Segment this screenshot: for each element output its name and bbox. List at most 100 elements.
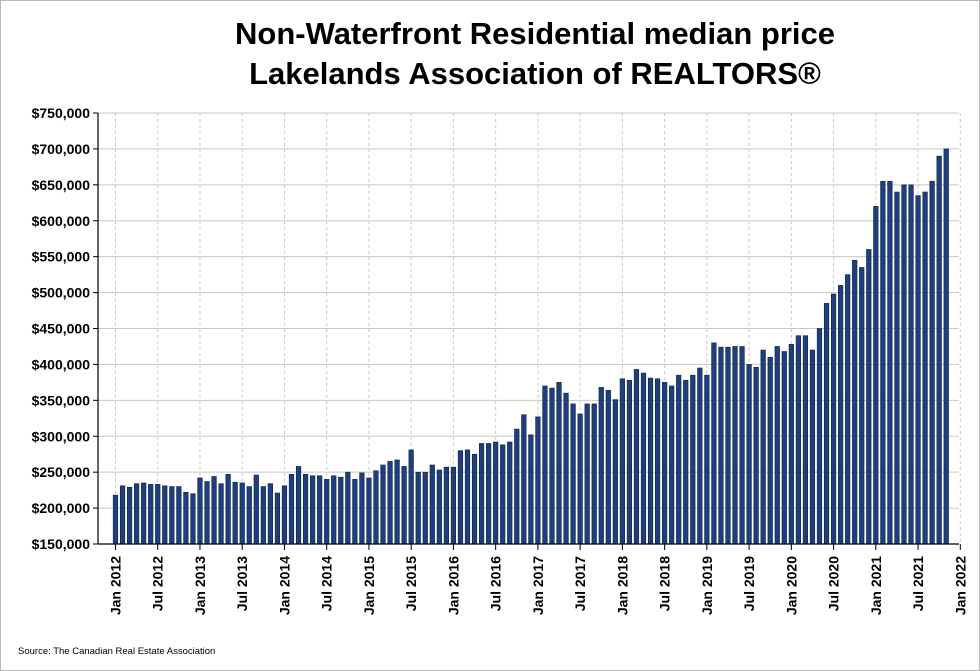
bar (317, 475, 323, 545)
bar (450, 466, 457, 545)
bar (732, 346, 738, 545)
bar (134, 483, 140, 545)
bar (204, 481, 210, 545)
bar (190, 493, 196, 545)
bar (809, 349, 816, 545)
bar (845, 274, 851, 545)
bar (880, 180, 886, 545)
bar (528, 434, 534, 545)
bar (401, 466, 407, 545)
bar (647, 377, 654, 545)
x-tick-label: Jan 2022 (952, 556, 968, 615)
bar (887, 180, 893, 545)
bar (514, 428, 520, 545)
x-tick-label: Jul 2015 (403, 556, 419, 611)
bar (725, 346, 731, 545)
bar (521, 414, 527, 545)
bar (669, 385, 675, 545)
bar (218, 483, 224, 545)
bar (331, 475, 337, 545)
x-tick-label: Jul 2013 (234, 556, 250, 611)
bar (781, 351, 787, 545)
bar (288, 474, 295, 545)
bar (922, 191, 928, 545)
bar (718, 346, 724, 545)
bar (507, 441, 513, 545)
bar (486, 443, 492, 545)
x-tick-label: Jan 2015 (361, 556, 377, 615)
bar (612, 399, 618, 545)
y-tick-label: $450,000 (32, 321, 91, 337)
source-note: Source: The Canadian Real Estate Associa… (18, 646, 216, 657)
x-tick-label: Jan 2013 (192, 556, 208, 615)
bar (148, 484, 154, 545)
bar (373, 470, 379, 545)
bar (816, 328, 823, 545)
bar (838, 285, 844, 545)
bar-layer (112, 148, 949, 545)
chart-subtitle: Lakelands Association of REALTORS® (249, 56, 821, 91)
bar (471, 453, 478, 545)
bar (929, 180, 935, 545)
bar (176, 486, 182, 545)
bar (570, 403, 576, 545)
bar (563, 392, 569, 545)
y-tick-label: $600,000 (32, 213, 91, 229)
y-tick-label: $350,000 (32, 392, 91, 408)
bar (936, 155, 942, 545)
x-tick-label: Jan 2020 (783, 556, 799, 615)
bar (225, 474, 231, 545)
bar (908, 184, 914, 545)
y-tick-label: $550,000 (32, 249, 91, 265)
bar (162, 485, 168, 545)
bar (359, 472, 365, 545)
bar (493, 441, 499, 545)
x-tick-label: Jul 2014 (319, 556, 335, 611)
x-tick-label: Jul 2021 (910, 556, 926, 611)
bar (394, 459, 400, 545)
bar (577, 413, 583, 545)
bar (760, 349, 766, 545)
bar (859, 267, 865, 545)
bar (626, 379, 633, 545)
bar (739, 346, 745, 545)
bar (352, 479, 358, 545)
x-tick-label: Jan 2017 (530, 556, 546, 615)
y-tick-label: $400,000 (32, 356, 91, 372)
x-tick-label: Jan 2012 (108, 556, 124, 615)
bar (830, 293, 837, 545)
y-tick-label: $750,000 (32, 105, 91, 121)
bar (697, 367, 703, 545)
bar (852, 259, 858, 545)
x-tick-label: Jul 2016 (488, 556, 504, 611)
bar (302, 474, 309, 545)
bar (478, 443, 485, 545)
bar (901, 184, 907, 545)
bar (239, 482, 245, 545)
bar (246, 486, 252, 545)
bar (310, 475, 316, 545)
y-tick-label: $250,000 (32, 464, 91, 480)
x-tick-label: Jul 2017 (572, 556, 588, 611)
x-tick-label: Jan 2014 (276, 556, 292, 615)
x-tick-label: Jan 2018 (614, 556, 630, 615)
bar (619, 378, 625, 545)
x-tick-label: Jul 2012 (150, 556, 166, 611)
bar (267, 483, 273, 545)
x-tick-label: Jul 2020 (826, 556, 842, 611)
bar (253, 474, 259, 545)
bar (795, 335, 801, 545)
bar (549, 387, 555, 545)
bar (415, 471, 421, 545)
bar (155, 484, 161, 545)
bar (633, 369, 640, 545)
x-tick-label: Jan 2021 (868, 556, 884, 615)
y-tick-label: $650,000 (32, 177, 91, 193)
chart-title: Non-Waterfront Residential median price (235, 16, 835, 51)
bar (281, 485, 288, 545)
y-tick-label: $300,000 (32, 428, 91, 444)
bar (915, 195, 921, 545)
bar (873, 206, 879, 545)
bar (408, 449, 414, 545)
y-tick-label: $150,000 (32, 536, 91, 552)
